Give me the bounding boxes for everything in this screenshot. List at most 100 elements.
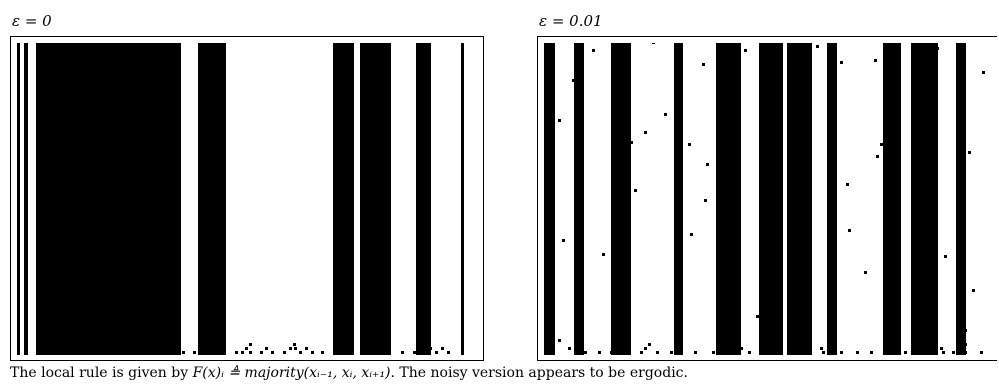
cell-dot-8 — [127, 351, 130, 354]
cell-dot-28 — [552, 209, 555, 212]
cell-dot-17 — [644, 131, 647, 134]
black-column-6 — [416, 43, 431, 355]
cell-dot-24 — [321, 351, 324, 354]
automaton-grid-noiseless — [17, 43, 464, 355]
cell-dot-30 — [447, 351, 450, 354]
black-column-4 — [333, 43, 354, 355]
cell-dot-33 — [67, 347, 70, 350]
cell-dot-66 — [856, 351, 859, 354]
cell-dot-67 — [870, 351, 873, 354]
cell-dot-44 — [441, 347, 444, 350]
cell-dot-56 — [670, 351, 673, 354]
cell-dot-5 — [81, 351, 84, 354]
automaton-frame-noiseless — [10, 36, 484, 361]
cell-dot-10 — [702, 63, 705, 66]
cell-dot-34 — [808, 267, 811, 270]
cell-dot-42 — [972, 289, 975, 292]
cell-dot-9 — [572, 79, 575, 82]
cell-dot-24 — [550, 183, 553, 186]
panel-label-noiseless: ε = 0 — [12, 12, 52, 30]
cell-dot-75 — [644, 347, 647, 350]
cell-dot-25 — [383, 351, 386, 354]
cell-dot-39 — [894, 227, 897, 230]
cell-dot-62 — [780, 351, 783, 354]
cell-dot-14 — [558, 119, 561, 122]
cell-dot-31 — [59, 347, 62, 350]
cell-dot-38 — [864, 271, 867, 274]
caption-formula: F(x)ᵢ ≜ majority(xᵢ₋₁, xᵢ, xᵢ₊₁) — [192, 365, 391, 381]
cell-dot-29 — [624, 203, 627, 206]
cell-dot-31 — [846, 183, 849, 186]
cell-dot-21 — [283, 351, 286, 354]
cell-dot-23 — [876, 155, 879, 158]
cell-dot-0 — [57, 351, 60, 354]
cell-dot-78 — [820, 347, 823, 350]
black-column-7 — [827, 43, 837, 355]
cell-dot-45 — [944, 255, 947, 258]
cell-dot-48 — [558, 339, 561, 342]
automaton-grid-noisy — [544, 43, 985, 355]
cell-dot-13 — [173, 351, 176, 354]
cell-dot-5 — [816, 45, 819, 48]
cell-dot-23 — [311, 351, 314, 354]
cell-dot-37 — [770, 303, 773, 306]
cell-dot-82 — [778, 343, 781, 346]
black-column-10 — [956, 43, 966, 355]
cell-dot-0 — [592, 49, 595, 52]
cell-dot-63 — [806, 351, 809, 354]
cell-dot-79 — [940, 347, 943, 350]
black-column-7 — [461, 43, 464, 355]
cell-dot-27 — [704, 199, 707, 202]
cell-dot-2 — [65, 351, 68, 354]
black-column-9 — [911, 43, 938, 355]
black-column-2 — [36, 43, 181, 355]
cell-dot-46 — [67, 343, 70, 346]
cell-dot-3 — [69, 351, 72, 354]
cell-dot-53 — [626, 351, 629, 354]
cell-dot-10 — [149, 351, 152, 354]
cell-dot-33 — [602, 253, 605, 256]
cell-dot-73 — [964, 351, 967, 354]
caption-prefix: The local rule is given by — [10, 365, 193, 381]
cell-dot-61 — [764, 351, 767, 354]
cell-dot-51 — [598, 351, 601, 354]
cell-dot-35 — [147, 347, 150, 350]
cell-dot-68 — [892, 351, 895, 354]
cell-dot-58 — [712, 351, 715, 354]
cell-dot-76 — [740, 347, 743, 350]
cell-dot-32 — [562, 239, 565, 242]
cell-dot-59 — [728, 351, 731, 354]
cell-dot-60 — [748, 351, 751, 354]
cell-dot-43 — [574, 315, 577, 318]
cell-dot-21 — [968, 151, 971, 154]
cell-dot-65 — [840, 351, 843, 354]
cell-dot-12 — [982, 71, 985, 74]
cell-dot-11 — [157, 351, 160, 354]
cell-dot-47 — [249, 343, 252, 346]
cell-dot-42 — [419, 347, 422, 350]
cell-dot-64 — [822, 351, 825, 354]
automaton-frame-noisy — [537, 36, 997, 361]
cell-dot-29 — [435, 351, 438, 354]
black-column-8 — [883, 43, 901, 355]
cell-dot-27 — [413, 351, 416, 354]
cell-dot-25 — [628, 173, 631, 176]
cell-dot-44 — [618, 311, 621, 314]
cell-dot-22 — [706, 163, 709, 166]
cell-dot-28 — [425, 351, 428, 354]
black-column-3 — [674, 43, 683, 355]
black-column-4 — [716, 43, 741, 355]
cell-dot-7 — [874, 59, 877, 62]
black-column-1 — [24, 43, 28, 355]
cell-dot-35 — [848, 229, 851, 232]
cell-dot-69 — [904, 351, 907, 354]
cell-dot-80 — [960, 347, 963, 350]
black-column-0 — [544, 43, 555, 355]
black-column-6 — [787, 43, 812, 355]
cell-dot-20 — [880, 143, 883, 146]
cell-dot-4 — [794, 43, 797, 44]
cell-dot-18 — [578, 159, 581, 162]
cell-dot-3 — [744, 49, 747, 52]
cell-dot-17 — [241, 351, 244, 354]
black-column-3 — [198, 43, 226, 355]
